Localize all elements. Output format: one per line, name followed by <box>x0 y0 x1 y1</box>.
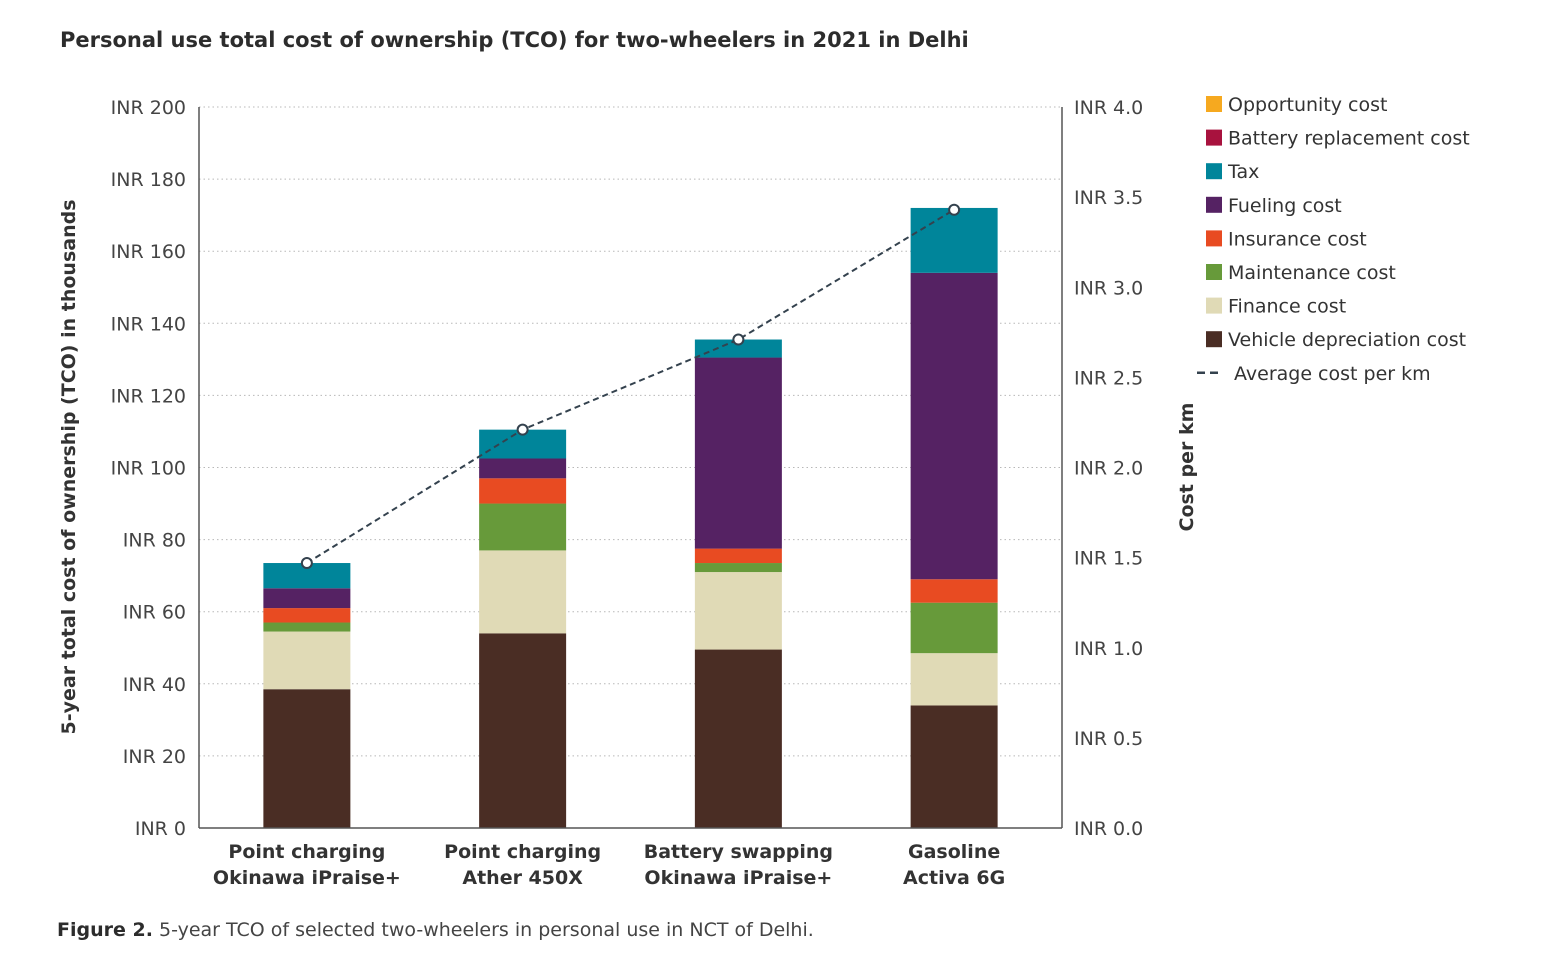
cost-per-km-point <box>516 423 529 436</box>
bar-segment-fueling-cost <box>910 272 998 580</box>
legend-swatch <box>1206 163 1222 180</box>
y-tick-label: INR 0 <box>135 818 186 840</box>
bar-segment-insurance-cost <box>479 478 567 504</box>
y-tick-label: INR 20 <box>123 746 186 768</box>
caption-label: Figure 2. <box>57 919 153 941</box>
y-axis-label: 5-year total cost of ownership (TCO) in … <box>58 199 80 734</box>
category-labels: Point charging Okinawa iPraise+ Point char… <box>213 841 1005 889</box>
cost-per-km-point <box>948 203 961 216</box>
y-right-tick-label: INR 3.5 <box>1074 187 1143 209</box>
bar-segment-finance-cost <box>263 631 351 690</box>
bar-segment-vehicle-depreciation-cost <box>479 633 567 828</box>
y-tick-label: INR 160 <box>111 241 186 263</box>
y-tick-label: INR 40 <box>123 674 186 696</box>
y-tick-label: INR 60 <box>123 602 186 624</box>
bar-segment-vehicle-depreciation-cost <box>694 649 782 828</box>
stacked-bars <box>263 207 998 828</box>
bar-segment-fueling-cost <box>694 357 782 549</box>
figure-caption: Figure 2. 5-year TCO of selected two-whe… <box>57 919 814 941</box>
y-tick-label: INR 200 <box>111 97 186 119</box>
y-tick-label: INR 100 <box>111 458 186 480</box>
left-tick-labels: INR 0 INR 20 INR 40 INR 60 INR 80 INR 100 INR … <box>111 97 186 840</box>
legend-item: Battery replacement cost <box>1206 128 1470 150</box>
legend-label: Maintenance cost <box>1228 262 1396 284</box>
bar-segment-finance-cost <box>910 653 998 706</box>
bar-segment-tax <box>694 339 782 358</box>
legend-item: Finance cost <box>1206 296 1346 318</box>
y-right-tick-label: INR 0.5 <box>1074 728 1143 750</box>
legend-swatch <box>1206 96 1222 112</box>
category-label: Gasoline <box>908 841 1000 863</box>
legend-item: Tax <box>1206 161 1259 183</box>
bar-segment-maintenance-cost <box>694 563 782 573</box>
bar-segment-maintenance-cost <box>263 622 351 632</box>
axes <box>198 107 1063 829</box>
legend-label: Tax <box>1227 161 1259 183</box>
legend-swatch <box>1206 331 1222 348</box>
category-label: Activa 6G <box>903 867 1005 889</box>
y-tick-label: INR 120 <box>111 385 186 407</box>
category-label: Ather 450X <box>462 867 583 889</box>
cost-per-km-polyline <box>306 208 955 564</box>
legend-item: Opportunity cost <box>1206 94 1387 116</box>
category-label: Point charging <box>228 841 385 863</box>
y-right-tick-label: INR 1.0 <box>1074 638 1143 660</box>
y-right-tick-label: INR 2.0 <box>1074 458 1143 480</box>
legend: Opportunity cost Battery replacement cost… <box>1197 94 1470 385</box>
legend-label: Opportunity cost <box>1228 94 1387 116</box>
y-right-tick-label: INR 0.0 <box>1074 818 1143 840</box>
cost-per-km-point <box>732 333 745 346</box>
legend-item: Insurance cost <box>1206 228 1367 250</box>
legend-item: Maintenance cost <box>1206 262 1396 284</box>
chart-title: Personal use total cost of ownership (TC… <box>60 28 969 52</box>
y-right-tick-label: INR 3.0 <box>1074 277 1143 299</box>
bar-segment-maintenance-cost <box>910 602 998 654</box>
cost-per-km-line <box>300 203 961 570</box>
legend-swatch <box>1206 129 1222 146</box>
y-tick-label: INR 180 <box>111 169 186 191</box>
category-label: Okinawa iPraise+ <box>213 867 401 889</box>
legend-swatch <box>1206 264 1222 280</box>
right-tick-labels: INR 0.0 INR 0.5 INR 1.0 INR 1.5 INR 2.0 INR 2… <box>1074 97 1143 840</box>
category-label: Battery swapping <box>644 841 833 863</box>
bar-segment-finance-cost <box>694 572 782 650</box>
legend-item: Fueling cost <box>1206 195 1342 217</box>
legend-swatch <box>1206 297 1222 314</box>
legend-item: Vehicle depreciation cost <box>1206 329 1466 351</box>
bar-segment-fueling-cost <box>479 458 567 479</box>
y-right-tick-label: INR 4.0 <box>1074 97 1143 119</box>
legend-label: Average cost per km <box>1234 363 1431 385</box>
y-tick-label: INR 140 <box>111 313 186 335</box>
legend-label: Insurance cost <box>1228 228 1367 250</box>
bar-segment-vehicle-depreciation-cost <box>910 705 998 828</box>
bar-segment-insurance-cost <box>263 608 351 623</box>
bar-segment-insurance-cost <box>910 579 998 603</box>
bar-segment-insurance-cost <box>694 548 782 564</box>
category-label: Point charging <box>444 841 601 863</box>
bar-segment-finance-cost <box>479 550 567 634</box>
legend-label: Battery replacement cost <box>1228 128 1470 150</box>
legend-swatch <box>1206 196 1222 213</box>
legend-swatch <box>1206 230 1222 247</box>
y-right-tick-label: INR 2.5 <box>1074 367 1143 389</box>
bar-segment-tax <box>910 207 998 273</box>
category-label: Okinawa iPraise+ <box>644 867 832 889</box>
bar-segment-vehicle-depreciation-cost <box>263 689 351 828</box>
legend-label: Vehicle depreciation cost <box>1228 329 1466 351</box>
y-tick-label: INR 80 <box>123 530 186 552</box>
caption-text: 5-year TCO of selected two-wheelers in p… <box>158 919 814 941</box>
legend-item: Average cost per km <box>1197 363 1431 385</box>
cost-per-km-point <box>300 557 313 570</box>
right-axis-label: Cost per km <box>1176 403 1198 532</box>
bar-segment-maintenance-cost <box>479 503 567 551</box>
legend-label: Finance cost <box>1228 296 1346 318</box>
bar-segment-fueling-cost <box>263 588 351 609</box>
y-right-tick-label: INR 1.5 <box>1074 548 1143 570</box>
legend-label: Fueling cost <box>1228 195 1342 217</box>
